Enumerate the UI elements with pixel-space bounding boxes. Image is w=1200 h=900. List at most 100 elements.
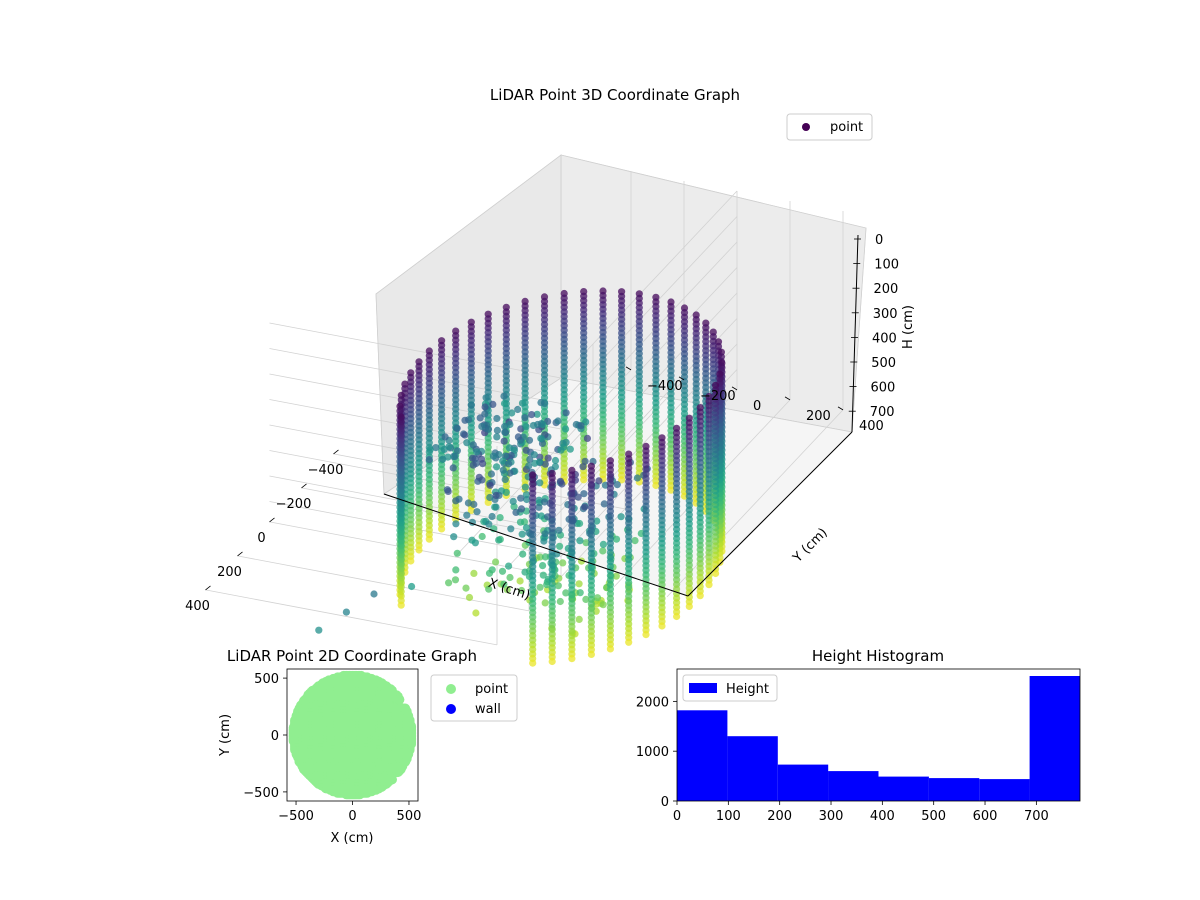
chart3d-point — [535, 503, 543, 511]
chart3d-point — [440, 445, 448, 453]
chart3d-point — [556, 477, 565, 485]
chart3d-point — [712, 569, 720, 578]
chart3d-point — [471, 539, 479, 547]
chart3d-z-axis-label: H (cm) — [901, 305, 916, 349]
chart3d-point — [518, 399, 527, 407]
chart3d-point — [514, 405, 522, 414]
chart3d-point — [568, 655, 576, 663]
chart3d-point — [556, 542, 564, 550]
chart3d-point — [529, 421, 538, 430]
chart3d-point — [450, 452, 458, 460]
chart3d-point — [577, 422, 585, 430]
chart3d-point — [469, 441, 477, 449]
chart3d-point — [485, 520, 493, 528]
chart3d-point — [486, 481, 494, 489]
chart3d-y-tick-label: 0 — [753, 399, 761, 414]
chart3d-point — [315, 626, 323, 634]
chart3d-point — [450, 533, 458, 541]
chart3d-point — [576, 589, 584, 597]
chart3d-point — [441, 433, 449, 441]
chart3d-point — [521, 483, 530, 491]
chart3d-point — [551, 456, 560, 465]
chart3d-point — [525, 436, 534, 444]
chart3d-point — [439, 455, 447, 463]
chart3d-point — [530, 451, 538, 459]
chart3d-point — [425, 456, 433, 464]
chart3d-point — [467, 401, 475, 409]
chart3d-point — [499, 466, 507, 474]
chart3d-point — [500, 580, 508, 588]
chart3d-y-tick-label: 200 — [806, 409, 831, 424]
chart3d-point — [501, 422, 509, 431]
chart3d-point — [562, 425, 570, 433]
chart3d-point — [415, 546, 423, 554]
chart3d-point — [451, 576, 460, 584]
chart3d-point — [426, 446, 434, 454]
chart3d-point — [516, 518, 525, 526]
chart3d-point — [503, 586, 511, 594]
chart3d-point — [516, 577, 524, 585]
chart3d-point — [617, 513, 625, 521]
chart3d-z-tick-label: 600 — [871, 381, 896, 396]
chart3d-point — [407, 557, 415, 565]
chart3d-point — [576, 537, 584, 545]
chart3d-point — [517, 494, 525, 502]
chart3d-point — [493, 463, 501, 471]
chart3d-point — [618, 476, 626, 484]
chart3d-point — [536, 583, 544, 591]
chart3d-point — [499, 457, 507, 465]
chart3d-point — [469, 461, 477, 469]
chart3d-z-tick-label: 400 — [872, 331, 897, 346]
chart3d-z-tick-label: 500 — [871, 356, 896, 371]
chart3d-point — [525, 462, 533, 470]
chart3d-point — [600, 500, 608, 508]
chart3d-z-tick-label: 0 — [875, 233, 883, 248]
chart3d-point — [537, 512, 546, 520]
chart3d-point — [575, 615, 583, 624]
chart3d-point — [599, 540, 608, 549]
chart3d-point — [464, 499, 472, 507]
chart3d-point — [478, 532, 486, 541]
chart3d-point — [512, 508, 520, 516]
chart3d-point — [526, 455, 534, 463]
chart3d-point — [631, 537, 639, 545]
chart3d-point — [508, 409, 516, 417]
chart3d-z-tick-label: 100 — [874, 258, 899, 273]
chart3d-point — [496, 514, 504, 522]
chart3d-x-tick-label: 400 — [185, 599, 210, 614]
chart3d-points — [315, 287, 726, 667]
chart3d-point — [453, 447, 461, 455]
chart3d-point — [633, 474, 642, 482]
chart3d-point — [509, 497, 517, 505]
chart3d-point — [486, 493, 494, 502]
chart3d-point — [489, 452, 497, 460]
chart3d-point — [521, 568, 529, 576]
chart3d-point — [469, 454, 477, 462]
chart3d-point — [463, 511, 471, 519]
chart3d-y-axis-label: Y (cm) — [790, 525, 831, 566]
chart3d-point — [658, 622, 666, 630]
chart3d-point — [642, 631, 650, 639]
chart3d-point — [514, 433, 523, 441]
chart3d-point — [555, 526, 563, 534]
chart3d-point — [562, 409, 570, 417]
chart3d-point — [548, 657, 556, 666]
chart3d-point — [581, 457, 589, 465]
chart3d-point — [452, 566, 460, 574]
chart3d-point — [599, 547, 607, 555]
chart3d-point — [501, 475, 509, 484]
chart3d-point — [505, 562, 513, 570]
chart3d-x-tick-label: 0 — [257, 531, 265, 546]
chart3d-point — [492, 558, 500, 566]
chart3d-point — [593, 594, 602, 602]
chart3d-point — [482, 394, 490, 402]
chart3d-point — [449, 464, 457, 472]
chart3d-point — [540, 537, 548, 545]
chart3d-point — [539, 562, 547, 570]
chart3d-point — [507, 451, 515, 460]
chart3d-point — [599, 601, 607, 609]
chart3d-point — [452, 497, 460, 505]
chart3d-point — [485, 569, 494, 577]
chart3d-point — [452, 520, 460, 528]
